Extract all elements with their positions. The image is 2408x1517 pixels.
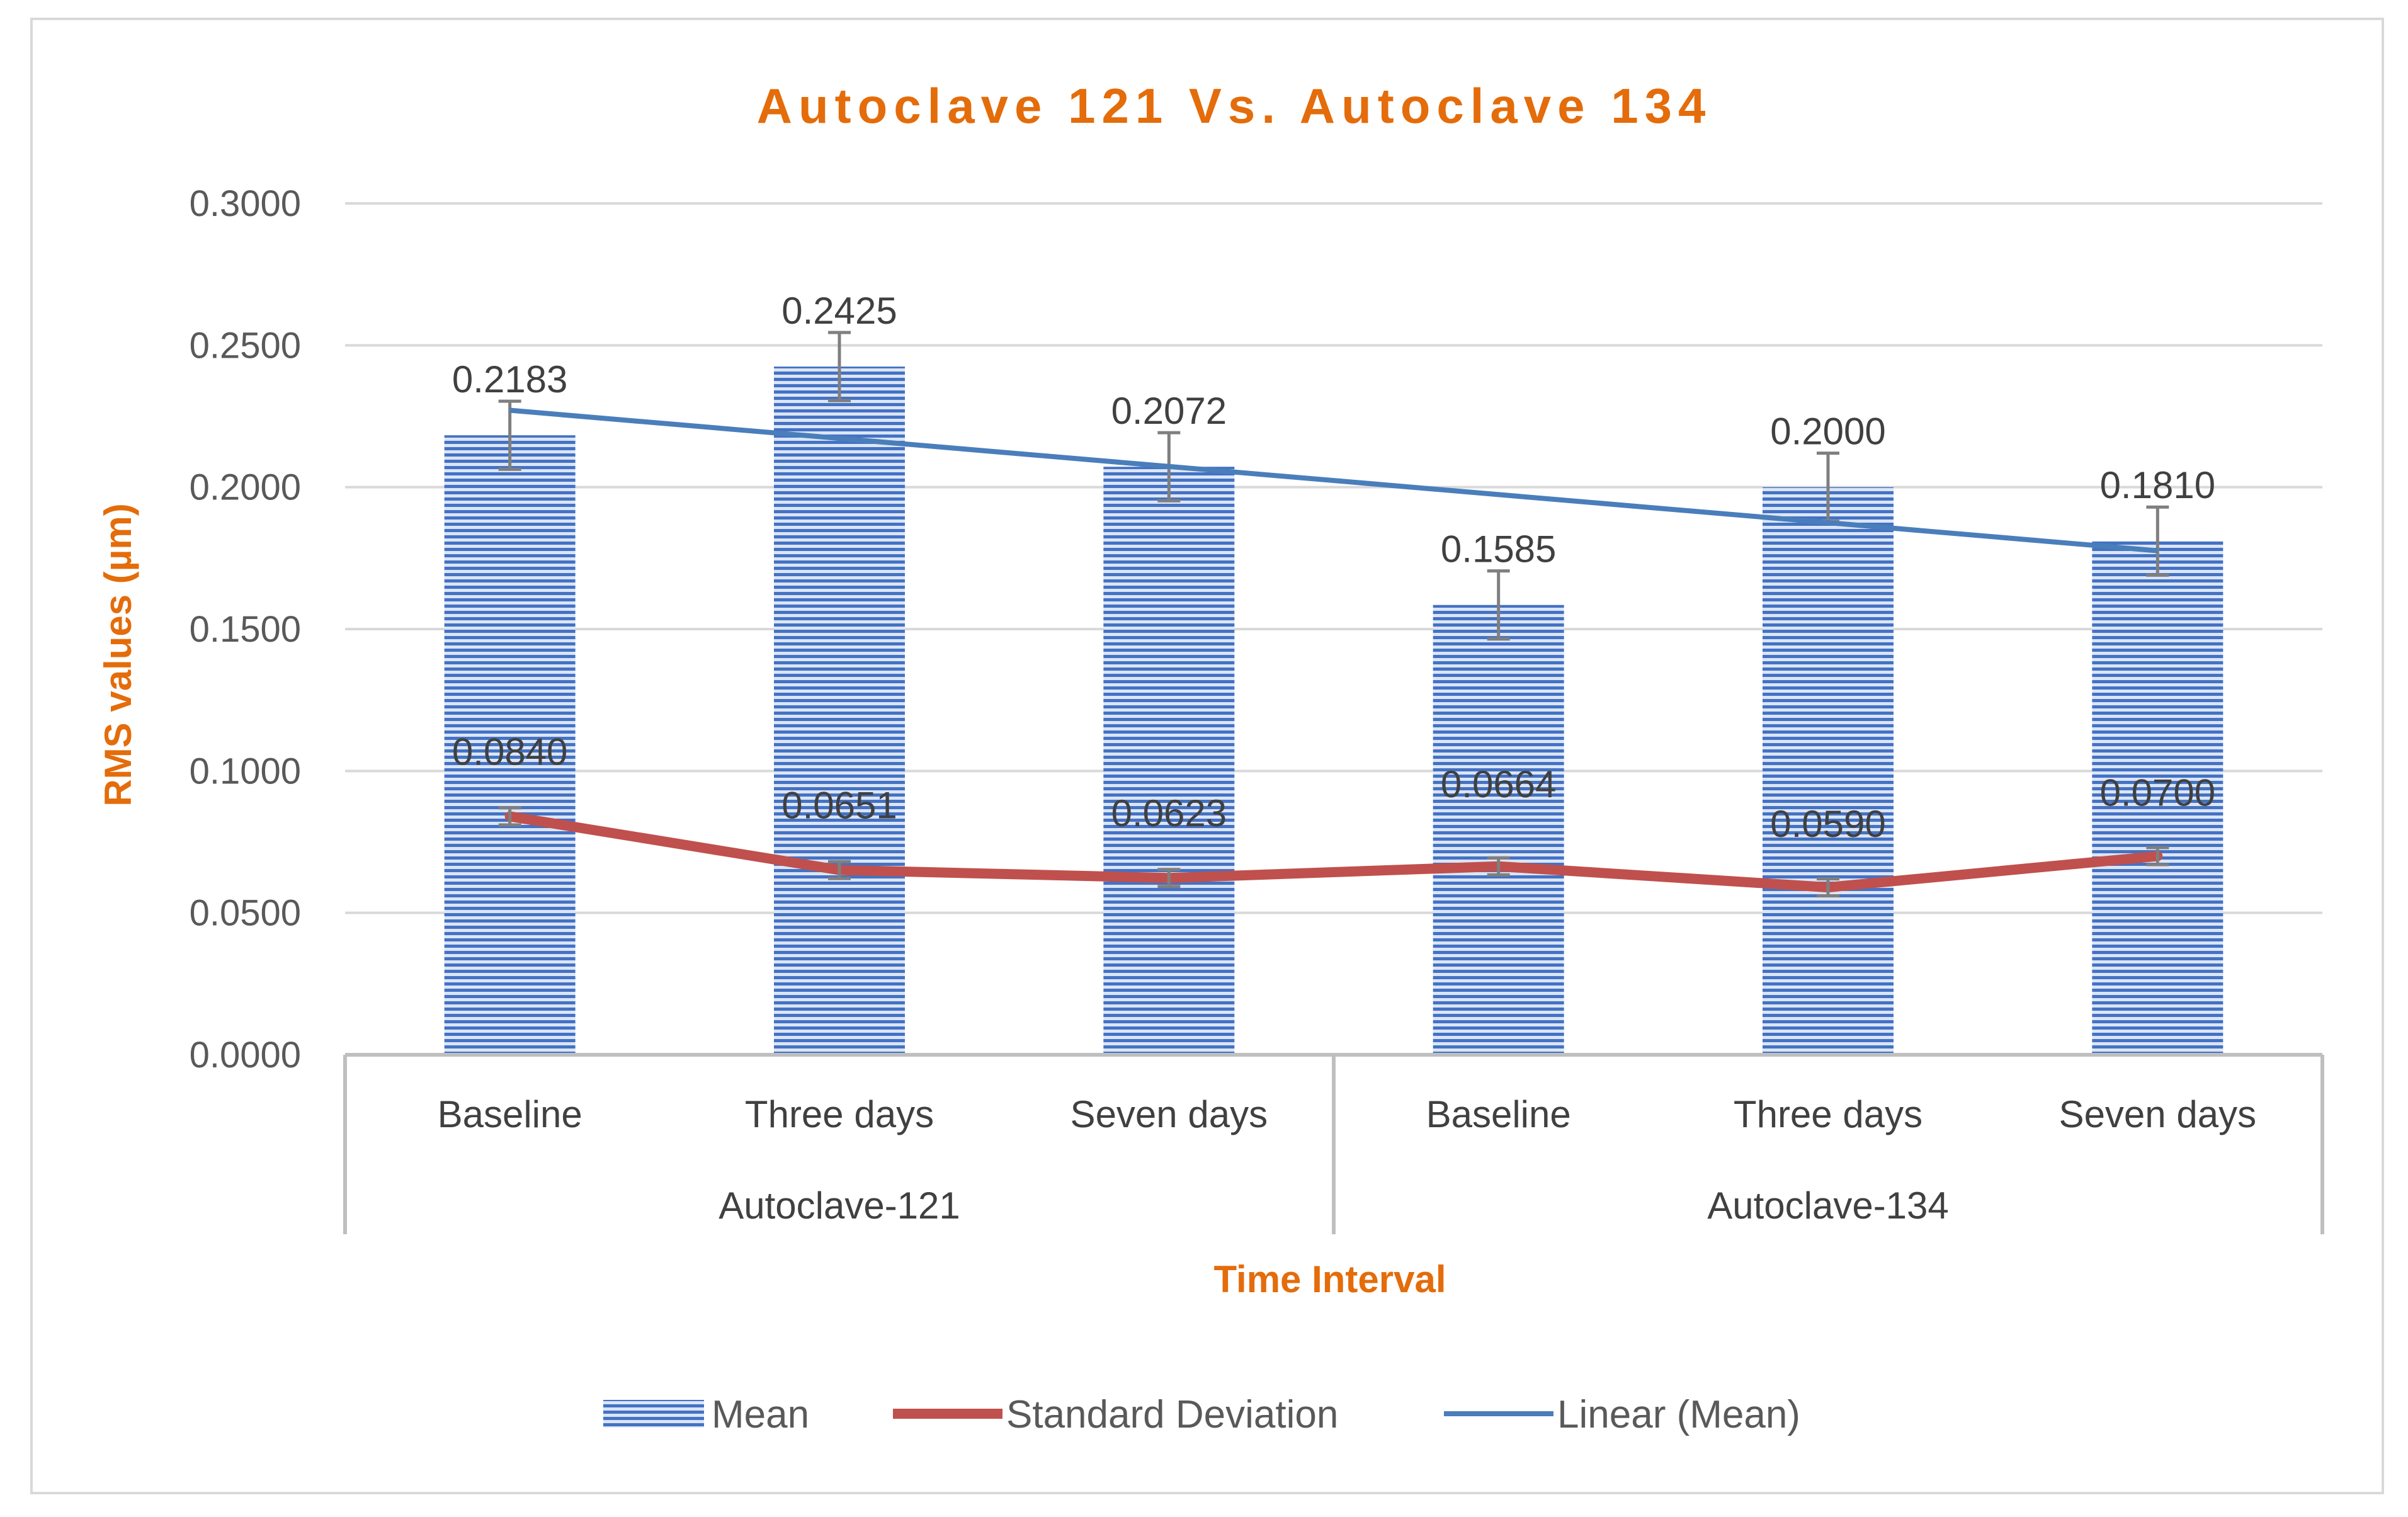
legend: Mean Standard Deviation Linear (Mean) [603, 1393, 1800, 1436]
x-axis: Baseline Three days Seven days Baseline Thre… [343, 1053, 2324, 1234]
mean-bars [444, 331, 2223, 1055]
y-tick-label: 0.2000 [190, 467, 301, 508]
x-category-label: Baseline [1426, 1093, 1571, 1135]
sd-data-label: 0.0840 [452, 730, 568, 773]
x-group-label: Autoclave-121 [718, 1185, 960, 1227]
sd-data-label: 0.0700 [2100, 772, 2216, 814]
y-tick-label: 0.1000 [190, 751, 301, 792]
mean-data-label: 0.1585 [1441, 528, 1557, 571]
mean-data-label: 0.1810 [2100, 464, 2216, 506]
y-tick-label: 0.0500 [190, 893, 301, 934]
mean-bar [1433, 605, 1564, 1055]
sd-data-label: 0.0651 [781, 785, 897, 827]
y-axis-ticks: 0.0000 0.0500 0.1000 0.1500 0.2000 0.2500 0.30… [190, 183, 301, 1076]
chart-title: Autoclave 121 Vs. Autoclave 134 [757, 78, 1712, 134]
y-tick-label: 0.1500 [190, 609, 301, 650]
x-group-label: Autoclave-134 [1707, 1185, 1949, 1227]
legend-label-mean: Mean [712, 1393, 809, 1436]
data-labels: 0.2183 0.2425 0.2072 0.1585 0.2000 0.1810 0.08… [452, 290, 2215, 845]
mean-data-label: 0.2000 [1770, 411, 1886, 453]
legend-swatch-mean [603, 1400, 704, 1428]
sd-data-label: 0.0590 [1770, 803, 1886, 845]
y-tick-label: 0.0000 [190, 1035, 301, 1076]
sd-line-path [504, 811, 2163, 893]
x-category-label: Seven days [1071, 1093, 1268, 1135]
mean-data-label: 0.2072 [1111, 390, 1227, 432]
x-category-label: Baseline [438, 1093, 582, 1135]
mean-data-label: 0.2183 [452, 358, 568, 401]
x-category-label: Seven days [2059, 1093, 2257, 1135]
mean-bar [1103, 467, 1235, 1055]
x-axis-title: Time Interval [1213, 1258, 1446, 1300]
mean-bar [444, 435, 576, 1055]
y-axis-title: RMS values (µm) [97, 503, 139, 806]
mean-bar [1763, 487, 1894, 1055]
y-tick-label: 0.2500 [190, 325, 301, 366]
mean-data-label: 0.2425 [781, 290, 897, 332]
legend-label-sd: Standard Deviation [1006, 1393, 1338, 1436]
mean-bar [2092, 541, 2223, 1055]
x-category-label: Three days [745, 1093, 934, 1135]
mean-bar [774, 366, 905, 1055]
sd-data-label: 0.0664 [1441, 763, 1557, 805]
trendline [509, 407, 2158, 554]
gridlines [345, 202, 2322, 914]
legend-label-trend: Linear (Mean) [1557, 1393, 1800, 1436]
x-category-label: Three days [1734, 1093, 1922, 1135]
sd-line [498, 806, 2169, 898]
y-tick-label: 0.3000 [190, 183, 301, 224]
sd-data-label: 0.0623 [1111, 792, 1227, 834]
trendline-path [509, 407, 2158, 554]
